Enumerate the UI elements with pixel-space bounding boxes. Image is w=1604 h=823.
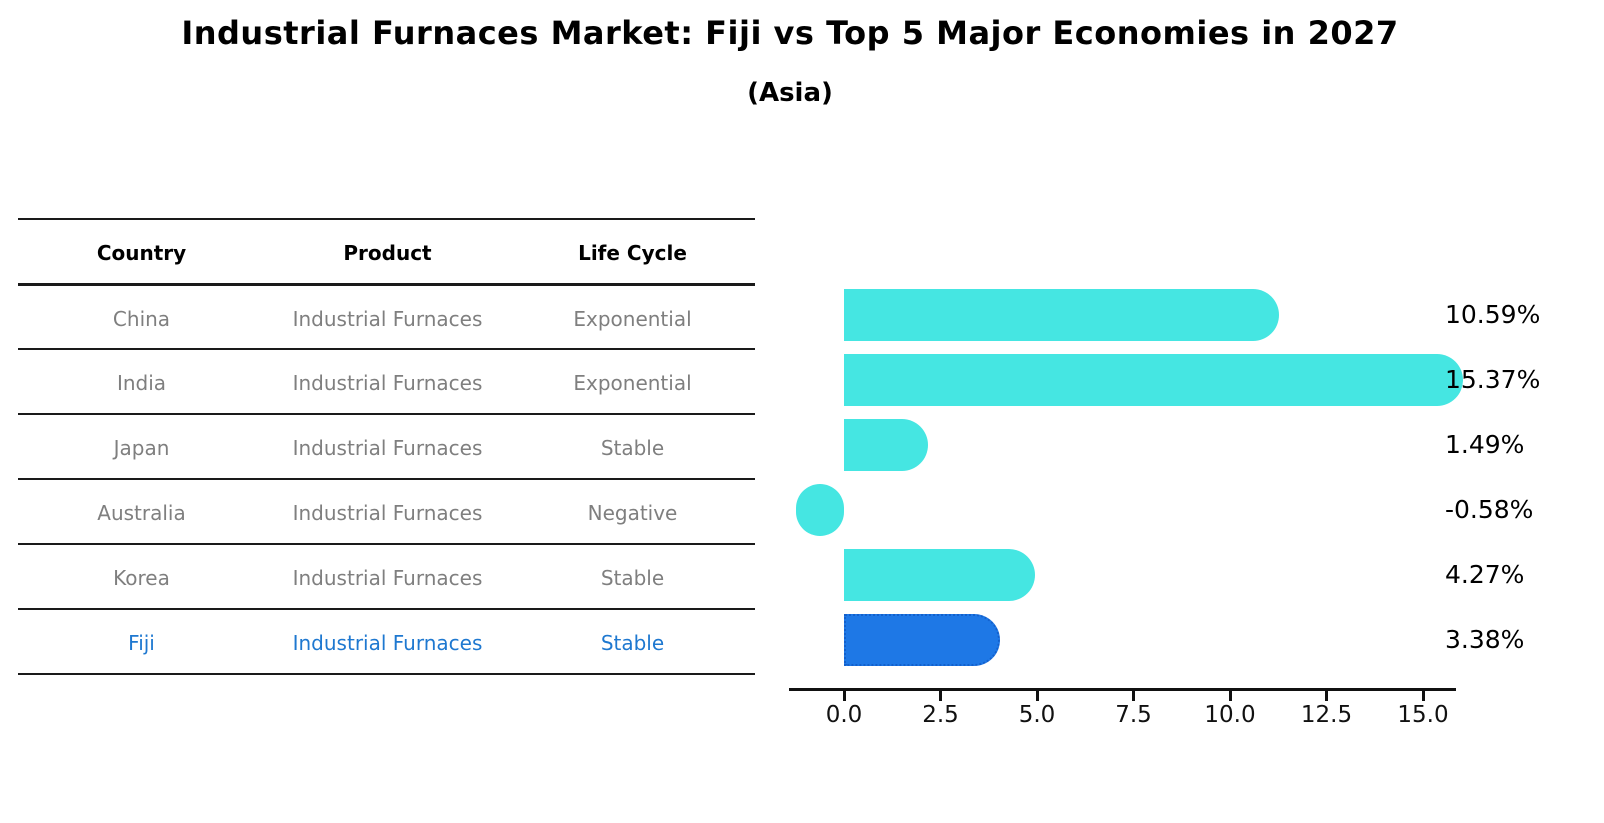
table-row-korea: Korea Industrial Furnaces Stable bbox=[18, 543, 755, 610]
value-label-india: 15.37% bbox=[1445, 365, 1541, 394]
x-axis-tick bbox=[1325, 691, 1328, 701]
x-axis-tick-label: 0.0 bbox=[825, 702, 863, 728]
table-row-japan: Japan Industrial Furnaces Stable bbox=[18, 413, 755, 480]
table-header-row: Country Product Life Cycle bbox=[18, 218, 755, 285]
cell-life-cycle: Exponential bbox=[573, 370, 692, 395]
x-axis-tick bbox=[1132, 691, 1135, 701]
table-row-fiji: Fiji Industrial Furnaces Stable bbox=[18, 608, 755, 675]
header-country: Country bbox=[96, 240, 187, 265]
x-axis-tick-label: 15.0 bbox=[1397, 702, 1449, 728]
table-row-india: India Industrial Furnaces Exponential bbox=[18, 348, 755, 415]
cell-product: Industrial Furnaces bbox=[292, 306, 483, 331]
x-axis-tick-label: 5.0 bbox=[1018, 702, 1056, 728]
cell-product: Industrial Furnaces bbox=[292, 565, 483, 590]
x-axis-tick-label: 10.0 bbox=[1204, 702, 1256, 728]
x-axis-tick bbox=[1035, 691, 1039, 701]
cell-country: Fiji bbox=[128, 630, 155, 655]
chart-subtitle: (Asia) bbox=[747, 78, 833, 108]
cell-country: Japan bbox=[113, 435, 170, 460]
value-label-fiji: 3.38% bbox=[1445, 625, 1525, 654]
bar-australia bbox=[795, 484, 844, 536]
value-label-japan: 1.49% bbox=[1445, 430, 1525, 459]
value-label-australia: -0.58% bbox=[1445, 495, 1534, 524]
cell-country: Korea bbox=[113, 565, 170, 590]
bar-china bbox=[844, 289, 1279, 341]
cell-life-cycle: Stable bbox=[600, 435, 665, 460]
cell-life-cycle: Exponential bbox=[573, 306, 692, 331]
x-axis-tick bbox=[939, 691, 942, 701]
cell-life-cycle: Negative bbox=[587, 500, 678, 525]
chart-title: Industrial Furnaces Market: Fiji vs Top … bbox=[181, 14, 1399, 52]
cell-country: Australia bbox=[97, 500, 186, 525]
x-axis-tick bbox=[1421, 691, 1425, 701]
bar-korea bbox=[844, 549, 1035, 601]
cell-product: Industrial Furnaces bbox=[292, 435, 483, 460]
x-axis-line bbox=[789, 688, 1456, 691]
table-bottom-border bbox=[18, 673, 755, 675]
value-label-china: 10.59% bbox=[1445, 300, 1541, 329]
cell-country: China bbox=[112, 306, 171, 331]
cell-product: Industrial Furnaces bbox=[292, 370, 483, 395]
cell-product: Industrial Furnaces bbox=[292, 500, 483, 525]
header-life-cycle: Life Cycle bbox=[578, 240, 687, 265]
table-row-china: China Industrial Furnaces Exponential bbox=[18, 283, 755, 351]
cell-country: India bbox=[116, 370, 167, 395]
header-product: Product bbox=[343, 240, 432, 265]
bar-japan bbox=[844, 419, 928, 471]
cell-life-cycle: Stable bbox=[600, 630, 665, 655]
bar-fiji-highlight bbox=[844, 614, 1001, 666]
bar-india bbox=[844, 354, 1464, 406]
cell-product: Industrial Furnaces bbox=[292, 630, 483, 655]
x-axis-tick bbox=[842, 691, 846, 701]
x-axis-tick-label: 12.5 bbox=[1300, 702, 1353, 728]
cell-life-cycle: Stable bbox=[600, 565, 665, 590]
x-axis-tick bbox=[1228, 691, 1232, 701]
x-axis-tick-label: 7.5 bbox=[1115, 702, 1152, 728]
x-axis-tick-label: 2.5 bbox=[922, 702, 959, 728]
value-label-korea: 4.27% bbox=[1445, 560, 1525, 589]
table-row-australia: Australia Industrial Furnaces Negative bbox=[18, 478, 755, 545]
